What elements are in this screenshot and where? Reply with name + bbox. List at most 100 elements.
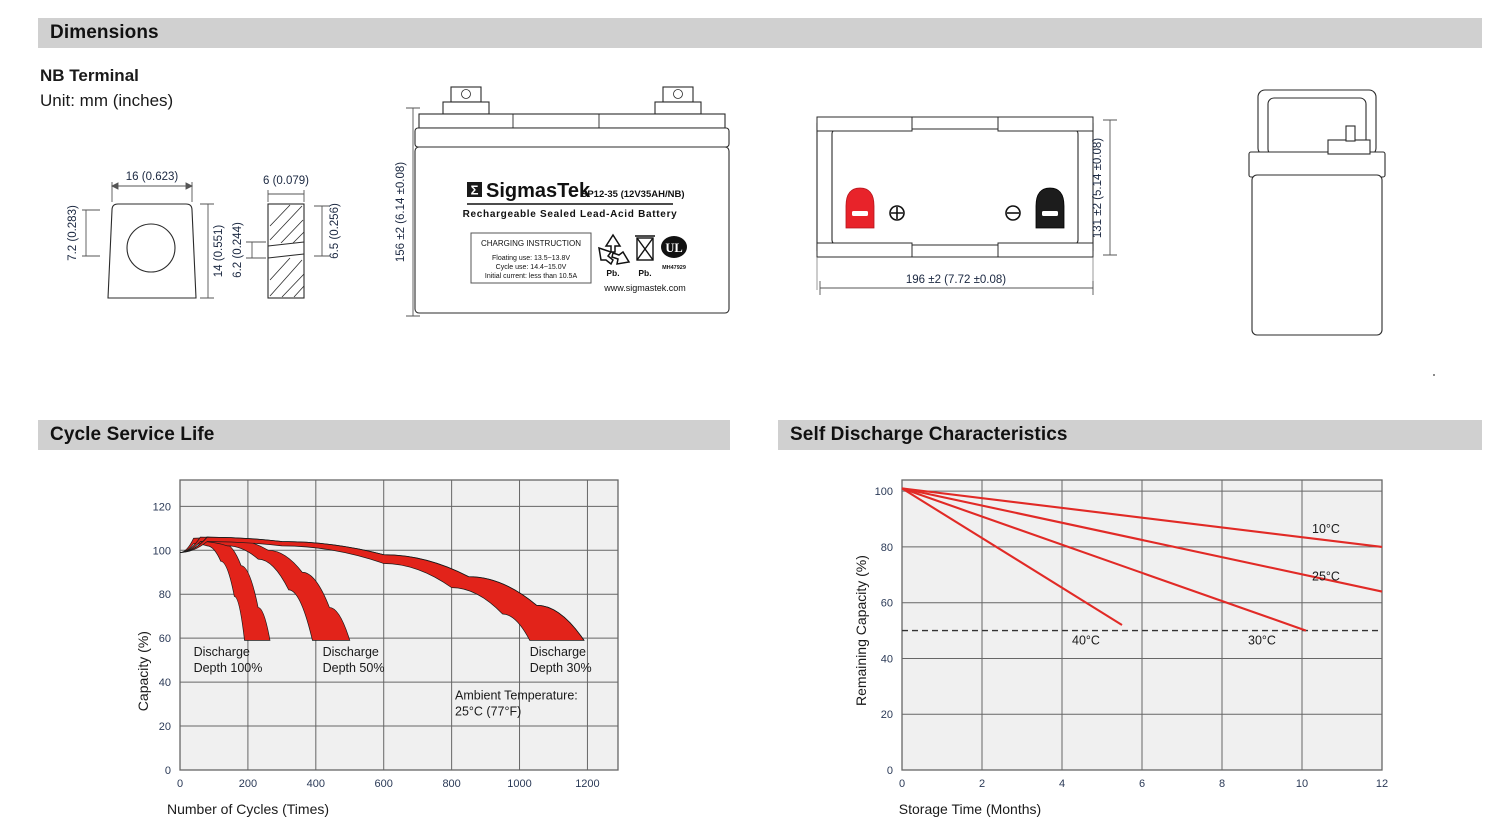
terminal-depth-dim: 6.5 (0.256) xyxy=(329,203,341,259)
top-view-notch-br xyxy=(997,242,1094,258)
sd-xaxis-title: Storage Time (Months) xyxy=(899,801,1041,817)
sd-xtick: 2 xyxy=(979,778,985,790)
sd-ytick: 0 xyxy=(887,765,893,777)
sd-series-label: 25°C xyxy=(1312,569,1340,583)
terminal-slot-dim: 6.2 (0.244) xyxy=(232,222,244,278)
terminal-type-label: NB Terminal xyxy=(40,66,139,85)
cycle-ytick: 60 xyxy=(159,633,171,645)
cycle-annotation-1: Discharge Depth 50% xyxy=(323,645,385,675)
self-discharge-chart: 10°C 25°C 40°C 30°C 0 2 4 6 8 10 12 0 20 40 60 80 100 Sto… xyxy=(850,462,1420,817)
dimensions-section-title: Dimensions xyxy=(50,22,159,43)
no-trash-label: Pb. xyxy=(638,268,651,278)
battery-model: SP12-35 (12V35AH/NB) xyxy=(581,189,685,200)
cycle-xtick: 0 xyxy=(177,778,183,790)
cycle-annotation-2: Discharge Depth 30% xyxy=(530,645,592,675)
dim-line-height14 xyxy=(200,203,214,299)
cycle-ytick: 20 xyxy=(159,721,171,733)
negative-terminal-slot xyxy=(1042,211,1058,216)
unit-label: Unit: mm (inches) xyxy=(40,90,174,110)
negative-polarity-icon xyxy=(1005,205,1021,221)
brand-name: SigmasTek xyxy=(486,180,591,202)
sd-series-label: 10°C xyxy=(1312,522,1340,536)
label-website: www.sigmastek.com xyxy=(603,283,686,293)
recycle-icon xyxy=(598,233,631,266)
battery-top-view: 131 ±2 (5.14 ±0.08) 196 ±2 (7.72 ±0.08) xyxy=(805,105,1165,320)
terminal-hole-offset-dim: 7.2 (0.283) xyxy=(67,205,79,261)
side-view-terminal-base xyxy=(1327,139,1371,155)
battery-lid-lip xyxy=(414,127,730,148)
sd-line-10-c xyxy=(901,487,1383,548)
brand-mark-box xyxy=(467,182,482,197)
battery-side-view xyxy=(1240,85,1410,355)
dim-line-depth65 xyxy=(314,205,330,257)
ul-mark-icon: UL xyxy=(661,236,687,258)
svg-text:UL: UL xyxy=(665,241,682,255)
cycle-service-life-title: Cycle Service Life xyxy=(50,424,215,445)
dim-line-top-width xyxy=(1103,119,1117,256)
side-view-body xyxy=(1251,174,1383,336)
sd-line-30-c xyxy=(901,487,1307,632)
brand-mark-glyph: Σ xyxy=(471,183,479,198)
cycle-ytick: 120 xyxy=(153,501,171,513)
terminal-side-outline xyxy=(267,203,305,299)
battery-top-cover xyxy=(418,113,726,129)
sd-series-label: 30°C xyxy=(1248,634,1276,648)
sd-ytick: 80 xyxy=(881,542,893,554)
terminal-front-outline xyxy=(107,203,197,299)
ul-file-number: MH47929 xyxy=(662,265,686,271)
terminal-width-dim: 16 (0.623) xyxy=(126,171,179,183)
cycle-annotation-3: Ambient Temperature: 25°C (77°F) xyxy=(455,689,578,719)
battery-height-dim: 156 ±2 (6.14 ±0.08) xyxy=(395,162,407,262)
cycle-ytick: 100 xyxy=(153,545,171,557)
dim-line-width16 xyxy=(111,182,193,202)
terminal-side-slot xyxy=(267,241,305,259)
charging-line-3: Initial current: less than 10.5A xyxy=(485,273,578,280)
sd-yaxis-title: Remaining Capacity (%) xyxy=(853,555,869,706)
battery-width-dim: 131 ±2 (5.14 ±0.08) xyxy=(1092,138,1104,238)
terminal-thickness-dim: 6 (0.079) xyxy=(263,175,309,187)
recycle-label: Pb. xyxy=(606,268,619,278)
positive-terminal xyxy=(845,187,875,229)
cycle-xtick: 600 xyxy=(375,778,393,790)
charging-line-1: Floating use: 13.5~13.8V xyxy=(492,255,570,262)
positive-polarity-icon xyxy=(889,205,905,221)
charging-line-2: Cycle use: 14.4~15.0V xyxy=(496,264,567,271)
sd-series-label: 40°C xyxy=(1072,634,1100,648)
cycle-xtick: 400 xyxy=(307,778,325,790)
cycle-service-life-chart: 0 200 400 600 800 1000 1200 0 20 40 60 80 100 120 Numb… xyxy=(130,462,670,817)
cycle-xtick: 1200 xyxy=(575,778,599,790)
sd-ytick: 100 xyxy=(875,486,893,498)
battery-tagline: Rechargeable Sealed Lead-Acid Battery xyxy=(463,209,678,220)
positive-terminal-slot xyxy=(852,211,868,216)
cycle-xaxis-title: Number of Cycles (Times) xyxy=(167,801,329,817)
sd-ytick: 40 xyxy=(881,653,893,665)
negative-terminal xyxy=(1035,187,1065,229)
cycle-envelope-curve xyxy=(179,536,585,641)
charging-instruction-title: CHARGING INSTRUCTION xyxy=(481,239,581,248)
battery-printed-label: Σ SigmasTek SP12-35 (12V35AH/NB) Recharg… xyxy=(463,180,687,293)
dim-line-slot62 xyxy=(246,241,266,259)
sd-ytick: 20 xyxy=(881,709,893,721)
sd-xtick: 6 xyxy=(1139,778,1145,790)
top-view-inner-case xyxy=(831,128,1079,246)
sd-ytick: 60 xyxy=(881,598,893,610)
cycle-service-life-section-bar: Cycle Service Life xyxy=(38,420,730,450)
charging-instruction-box xyxy=(470,232,592,284)
terminal-type-header: NB Terminal Unit: mm (inches) xyxy=(40,64,173,113)
side-view-terminal-post xyxy=(1345,125,1356,142)
top-view-notch-bl xyxy=(816,242,913,258)
sd-xtick: 12 xyxy=(1376,778,1388,790)
sd-xtick: 4 xyxy=(1059,778,1065,790)
dim-line-thickness6 xyxy=(267,190,305,202)
battery-length-dim: 196 ±2 (7.72 ±0.08) xyxy=(906,274,1006,286)
side-view-lid xyxy=(1248,151,1386,178)
dimensions-section-bar: Dimensions xyxy=(38,18,1482,48)
dim-line-offset72 xyxy=(82,209,100,257)
sd-line-40-c xyxy=(901,487,1123,626)
cycle-ytick: 40 xyxy=(159,677,171,689)
terminal-post-right-base xyxy=(654,101,702,115)
terminal-post-left-base xyxy=(442,101,490,115)
terminal-hole xyxy=(126,223,176,273)
top-view-notch-tr xyxy=(997,116,1094,132)
sd-line-25-c xyxy=(901,487,1383,593)
